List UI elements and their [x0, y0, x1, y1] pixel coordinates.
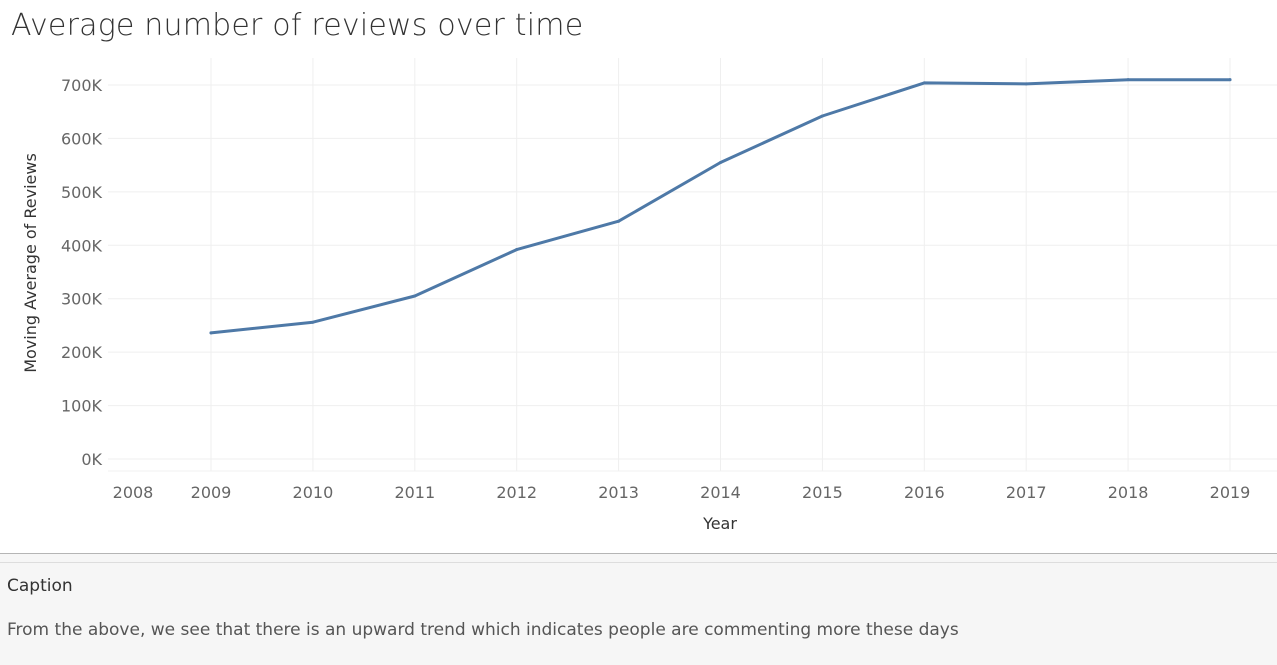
data-point [922, 81, 926, 85]
x-tick-label: 2013 [598, 483, 639, 502]
x-axis-title: Year [702, 514, 737, 533]
data-point [1024, 82, 1028, 86]
y-tick-label: 600K [61, 129, 103, 148]
x-tick-label: 2009 [191, 483, 232, 502]
data-point [515, 248, 519, 252]
x-tick-label: 2008 [113, 483, 154, 502]
x-tick-label: 2010 [293, 483, 334, 502]
y-tick-label: 0K [81, 450, 102, 469]
x-tick-label: 2018 [1108, 483, 1149, 502]
y-tick-label: 500K [61, 183, 103, 202]
data-point [719, 160, 722, 164]
data-point [1228, 78, 1232, 82]
data-point [311, 320, 315, 324]
data-point [617, 219, 621, 223]
y-tick-label: 100K [61, 397, 103, 416]
y-tick-label: 400K [61, 236, 103, 255]
x-tick-label: 2016 [904, 483, 945, 502]
data-point [413, 294, 417, 298]
x-tick-label: 2012 [496, 483, 537, 502]
caption-divider [0, 562, 1277, 563]
data-point [820, 114, 824, 118]
y-axis-title: Moving Average of Reviews [21, 153, 40, 373]
y-tick-label: 200K [61, 343, 103, 362]
x-tick-label: 2011 [394, 483, 435, 502]
x-tick-label: 2019 [1210, 483, 1251, 502]
chart-title: Average number of reviews over time [11, 8, 584, 43]
line-chart: 0K 100K 200K 300K 400K 500K 600K 700K 2008 2009 20… [21, 58, 1277, 533]
data-point [1126, 78, 1130, 82]
y-tick-label: 700K [61, 76, 103, 95]
x-tick-label: 2014 [700, 483, 741, 502]
chart-panel: Average number of reviews over time 0K 10… [11, 8, 1277, 533]
x-tick-label: 2017 [1006, 483, 1047, 502]
caption-text: From the above, we see that there is an … [7, 620, 959, 640]
x-tick-label: 2015 [802, 483, 843, 502]
caption-heading: Caption [7, 576, 73, 596]
y-tick-label: 300K [61, 290, 103, 309]
caption-panel: Caption From the above, we see that ther… [0, 553, 1277, 665]
data-point [209, 331, 213, 335]
